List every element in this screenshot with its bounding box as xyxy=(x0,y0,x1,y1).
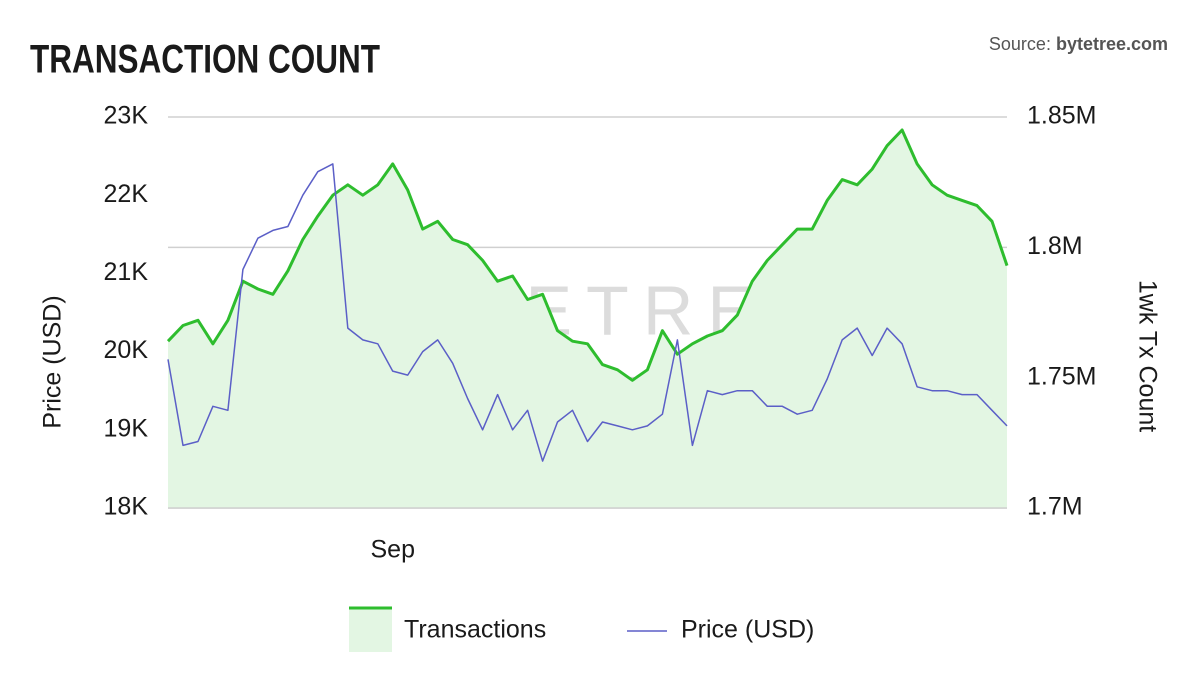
y2-tick-label: 1.7M xyxy=(1027,493,1083,521)
legend-swatch xyxy=(349,607,392,652)
y-tick-label: 21K xyxy=(104,258,149,286)
line xyxy=(167,163,1008,462)
y-tick-label: 23K xyxy=(104,102,149,130)
source-prefix: Source: xyxy=(989,34,1056,54)
y-axis-label: Price (USD) xyxy=(39,295,67,428)
source-name: bytetree.com xyxy=(1056,34,1168,54)
y-tick-label: 18K xyxy=(104,493,149,521)
x-tick-label: Sep xyxy=(370,536,414,564)
line xyxy=(166,128,1009,382)
y2-tick-label: 1.8M xyxy=(1027,232,1083,260)
y2-axis-label: 1wk Tx Count xyxy=(1133,280,1161,432)
y-tick-label: 19K xyxy=(104,414,149,442)
source: Source: bytetree.com xyxy=(989,34,1168,54)
chart-title: TRANSACTION COUNT xyxy=(30,38,380,82)
y-tick-label: 20K xyxy=(104,336,149,364)
y2-tick-label: 1.75M xyxy=(1027,362,1096,390)
y-tick-label: 22K xyxy=(104,180,149,208)
legend-label: Transactions xyxy=(404,616,546,644)
legend-label: Price (USD) xyxy=(681,616,814,644)
y2-tick-label: 1.85M xyxy=(1027,102,1096,130)
